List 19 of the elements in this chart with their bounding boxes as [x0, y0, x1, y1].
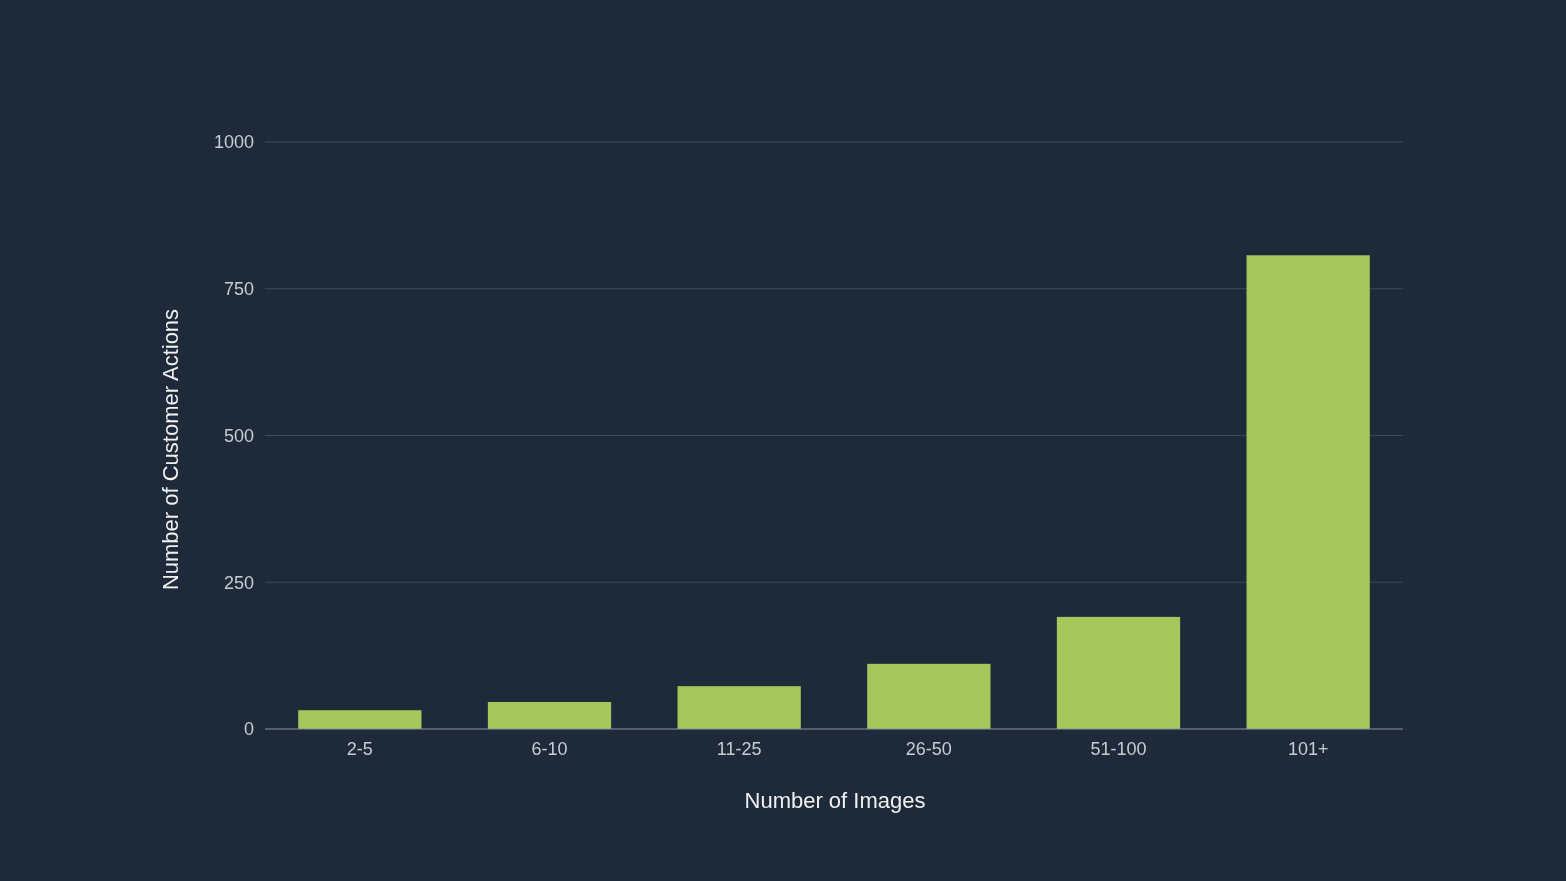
x-axis-title: Number of Images: [744, 788, 926, 813]
x-tick-label: 11-25: [716, 739, 762, 759]
x-tick-label: 101+: [1287, 739, 1329, 759]
y-tick-label: 750: [223, 279, 254, 300]
x-tick-label: 51-100: [1090, 739, 1147, 759]
x-tick-label: 26-50: [905, 739, 952, 759]
bar: [677, 686, 801, 729]
bar: [487, 702, 612, 729]
y-tick-label: 500: [223, 425, 254, 446]
y-axis-title: Number of Customer Actions: [158, 308, 183, 591]
bar: [298, 710, 422, 729]
bar: [867, 663, 991, 729]
y-tick-label: 0: [243, 719, 254, 740]
x-tick-label: 6-10: [531, 739, 568, 759]
bar: [1246, 255, 1370, 729]
y-tick-label: 250: [223, 572, 254, 593]
x-tick-label: 2-5: [346, 739, 373, 759]
y-tick-label: 1000: [213, 132, 254, 153]
bar: [1056, 616, 1181, 729]
